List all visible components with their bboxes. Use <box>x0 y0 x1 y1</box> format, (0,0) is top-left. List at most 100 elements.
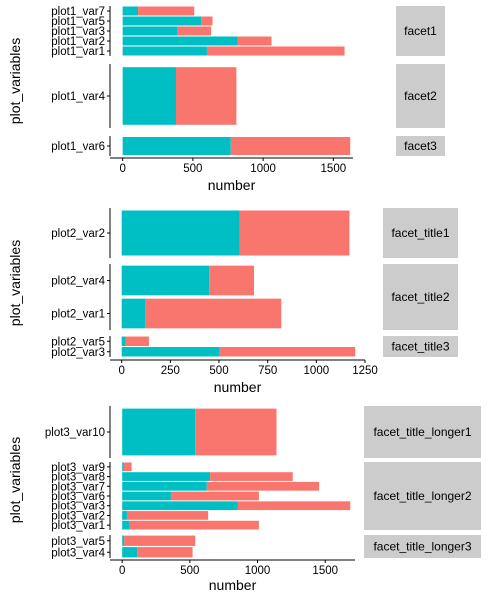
x-tick-label: 1500 <box>312 565 338 577</box>
y-tick-label: plot2_var3 <box>51 347 105 359</box>
facet-strip <box>383 208 458 258</box>
bar-segment-b <box>195 408 277 456</box>
y-tick-label: plot3_var8 <box>51 472 105 484</box>
bar-segment-a <box>122 6 139 16</box>
bar-segment-b <box>145 298 282 329</box>
facet-strip-label: facet_title_longer3 <box>373 540 471 554</box>
facet-strip-label: facet3 <box>404 139 437 153</box>
facet-strip <box>364 462 481 530</box>
facet-strip <box>396 64 445 128</box>
y-tick-label: plot3_var5 <box>51 536 105 548</box>
bar-segment-a <box>121 210 240 256</box>
y-tick-label: plot2_var1 <box>51 309 105 321</box>
bar-segment-a <box>122 46 207 56</box>
facet-panel: plot3_var10 facet_title_longer1 <box>45 406 481 458</box>
y-tick-label: plot3_var1 <box>51 520 105 532</box>
y-tick-label: plot3_var3 <box>51 501 105 513</box>
y-tick-label: plot3_var7 <box>51 481 105 493</box>
bar-segment-b <box>176 67 237 125</box>
facet-panel: plot1_var7plot1_var5plot1_var3plot1_var2… <box>51 6 445 58</box>
bar-segment-a <box>122 16 202 26</box>
bar-segment-a <box>122 408 196 456</box>
x-tick-label: 0 <box>118 365 124 377</box>
facet-strip-label: facet_title_longer1 <box>373 425 471 439</box>
bar-segment-b <box>129 520 259 530</box>
x-tick-label: 500 <box>183 163 202 175</box>
facet-panel: plot3_var9plot3_var8plot3_var7plot3_var6… <box>51 462 481 532</box>
y-axis-title: plot_variables <box>7 38 23 124</box>
bar-segment-a <box>122 481 207 491</box>
facet-strip-label: facet_title_longer2 <box>373 489 471 503</box>
facet-panel: plot1_var4 facet2 <box>51 64 445 128</box>
facet-strip <box>364 406 481 458</box>
bar-segment-b <box>206 46 345 56</box>
y-tick-label: plot2_var4 <box>51 276 105 288</box>
y-tick-label: plot3_var2 <box>51 510 105 522</box>
facet-strip-label: facet_title1 <box>391 226 449 240</box>
bar-segment-b <box>124 535 196 546</box>
bar-segment-a <box>122 535 125 546</box>
bar-segment-b <box>170 491 259 501</box>
facet-strip <box>383 336 458 357</box>
bar-segment-a <box>122 520 130 530</box>
y-tick-label: plot3_var4 <box>51 547 105 559</box>
facet-strip-label: facet_title2 <box>391 290 449 304</box>
x-tick-label: 750 <box>258 365 277 377</box>
bar-segment-a <box>121 336 126 346</box>
bar-segment-b <box>206 481 320 491</box>
facet-strip <box>364 535 481 558</box>
bar-segment-b <box>137 547 193 558</box>
bar-segment-b <box>239 210 350 256</box>
bar-segment-b <box>219 347 356 357</box>
bar-segment-b <box>177 26 212 36</box>
bar-segment-a <box>122 67 177 125</box>
x-tick-label: 1250 <box>352 365 378 377</box>
bar-segment-b <box>230 137 351 155</box>
bar-segment-b <box>201 16 213 26</box>
y-axis-title: plot_variables <box>7 240 23 326</box>
facet-strip-label: facet1 <box>404 24 437 38</box>
x-axis-title: number <box>214 379 262 395</box>
y-tick-label: plot2_var2 <box>51 228 105 240</box>
x-tick-label: 1000 <box>250 163 276 175</box>
facet-panel: plot1_var6 facet3 <box>51 136 445 156</box>
bar-segment-a <box>122 137 231 155</box>
y-tick-label: plot1_var3 <box>51 26 105 38</box>
x-axis-title: number <box>208 177 256 193</box>
bar-segment-b <box>210 472 293 481</box>
bar-segment-a <box>122 547 138 558</box>
x-tick-label: 1000 <box>245 565 271 577</box>
facet-strip-label: facet_title3 <box>391 340 449 354</box>
bar-segment-a <box>122 36 238 46</box>
x-tick-label: 250 <box>161 365 180 377</box>
x-tick-label: 0 <box>119 565 125 577</box>
bar-segment-b <box>126 511 209 520</box>
x-tick-label: 1500 <box>321 163 347 175</box>
bar-segment-b <box>209 265 255 296</box>
y-tick-label: plot1_var5 <box>51 16 105 28</box>
y-tick-label: plot2_var5 <box>51 336 105 348</box>
x-tick-label: 500 <box>209 365 228 377</box>
x-tick-label: 500 <box>180 565 199 577</box>
bar-segment-b <box>237 501 351 511</box>
bar-segment-b <box>125 336 149 346</box>
facet-strip <box>396 136 445 156</box>
bar-segment-b <box>123 462 132 472</box>
x-axis-title: number <box>209 577 257 593</box>
bar-segment-a <box>122 511 127 520</box>
y-tick-label: plot3_var9 <box>51 462 105 474</box>
y-tick-label: plot3_var10 <box>45 427 105 439</box>
facet-strip <box>396 6 445 56</box>
facet-panel: plot2_var4 plot2_var1 facet_title2 <box>51 264 458 330</box>
y-tick-label: plot1_var2 <box>51 36 105 48</box>
x-tick-label: 1000 <box>304 365 330 377</box>
bar-segment-a <box>122 472 211 481</box>
bar-segment-a <box>122 462 124 472</box>
chart-2: plot2_var2 facet_title1plot2_var4plot2_va… <box>7 208 458 395</box>
bar-segment-a <box>121 347 220 357</box>
bar-segment-a <box>121 298 146 329</box>
y-axis-title: plot_variables <box>7 437 23 523</box>
